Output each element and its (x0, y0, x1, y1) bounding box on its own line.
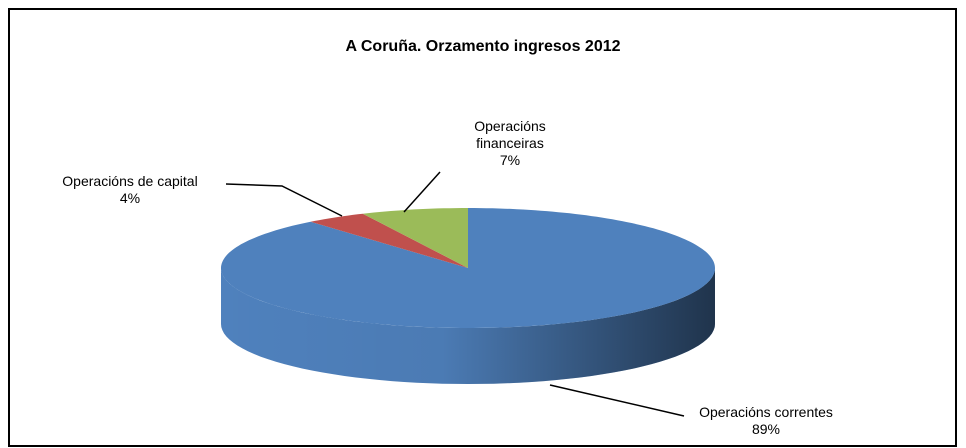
leader-lines (225, 171, 685, 417)
category-label: Operacións correntes (699, 404, 833, 420)
slice-label: Operacións financeiras 7% (460, 118, 560, 169)
value-label: 4% (119, 190, 141, 206)
chart-title: A Coruña. Orzamento ingresos 2012 (345, 38, 621, 55)
pie (221, 208, 715, 384)
slice-label: Operacións correntes 89% (676, 404, 856, 438)
chart-border (8, 8, 957, 447)
category-label: Operacións financeiras (474, 118, 546, 151)
slice-side-shade (221, 268, 715, 384)
leader-line (549, 384, 685, 417)
value-label: 89% (751, 421, 781, 437)
value-label: 7% (499, 152, 521, 168)
slice (310, 213, 468, 268)
category-label: Operacións de capital (62, 173, 198, 189)
leader-line (403, 171, 441, 213)
slice (362, 208, 468, 268)
leader-line (225, 183, 343, 217)
slice-label: Operacións de capital 4% (40, 173, 220, 207)
